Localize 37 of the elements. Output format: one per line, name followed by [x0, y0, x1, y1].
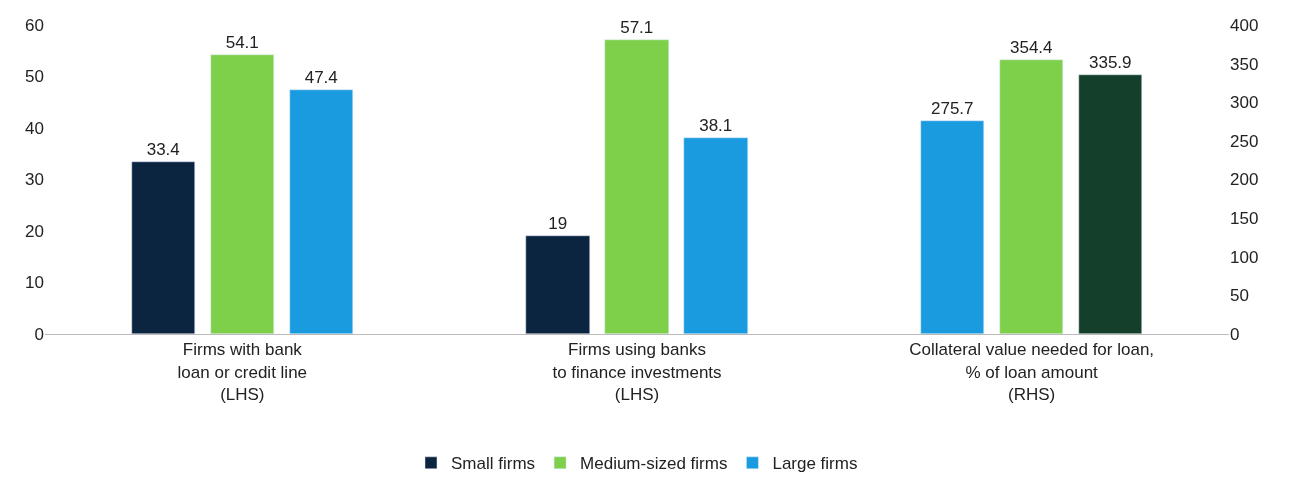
- y-tick-label: 0: [34, 324, 44, 344]
- y2-tick-label: 0: [1230, 324, 1240, 344]
- legend-label: Medium-sized firms: [580, 454, 728, 474]
- x-tick-label: Collateral value needed for loan, % of loan amount (RHS): [909, 340, 1155, 404]
- data-label: 33.4: [146, 139, 180, 159]
- y-tick-label: 60: [25, 15, 44, 35]
- y2-tick-label: 100: [1230, 247, 1259, 267]
- y2-tick-label: 350: [1230, 54, 1259, 74]
- legend-label: Large firms: [772, 454, 858, 474]
- y-tick-label: 50: [25, 67, 44, 87]
- bar: [525, 235, 590, 334]
- y2-tick-label: 300: [1230, 93, 1259, 113]
- bar: [289, 89, 353, 334]
- y2-tick-label: 200: [1230, 170, 1259, 190]
- y2-tick-label: 150: [1230, 209, 1259, 229]
- y2-tick-label: 250: [1230, 131, 1259, 151]
- data-label: 335.9: [1088, 52, 1132, 72]
- data-label: 54.1: [225, 32, 259, 52]
- y2-tick-label: 50: [1230, 286, 1249, 306]
- x-tick-label: Firms with bank loan or credit line (LHS): [177, 340, 308, 404]
- bar: [604, 39, 669, 334]
- data-label: 47.4: [304, 67, 338, 87]
- legend-label: Small firms: [451, 454, 536, 474]
- data-label: 57.1: [620, 17, 654, 37]
- y-tick-label: 10: [25, 273, 44, 293]
- y-tick-label: 30: [25, 170, 44, 190]
- y-tick-label: 40: [25, 118, 44, 138]
- bar: [683, 137, 748, 334]
- y-tick-label: 20: [25, 221, 44, 241]
- data-label: 275.7: [930, 98, 974, 118]
- y2-tick-label: 400: [1230, 15, 1259, 35]
- data-label: 38.1: [699, 115, 733, 135]
- bar: [131, 161, 195, 334]
- x-tick-label: Firms using banks to finance investments (LHS): [552, 340, 722, 404]
- data-label: 354.4: [1009, 37, 1053, 57]
- data-label: 19: [548, 213, 568, 233]
- bar: [210, 54, 274, 334]
